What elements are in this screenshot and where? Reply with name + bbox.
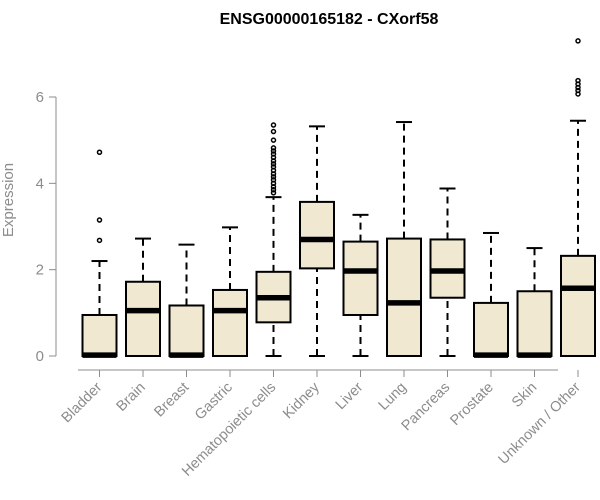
y-axis-label: Expression	[0, 163, 17, 237]
box-kidney	[299, 125, 335, 357]
outlier-point	[270, 161, 277, 167]
box-brain	[125, 237, 161, 357]
outlier-point	[270, 164, 277, 170]
x-tick-label: Gastric	[192, 380, 236, 424]
box-iqr	[125, 280, 161, 357]
x-tick-label: Pancreas	[399, 380, 454, 435]
box-iqr	[168, 304, 205, 357]
box-unknown-other	[560, 38, 596, 357]
box-hematopoietic-cells	[255, 122, 292, 357]
y-tick-label: 0	[36, 348, 44, 365]
outlier-point	[270, 151, 277, 157]
x-tick-label: Bladder	[59, 379, 106, 426]
x-tick-label: Skin	[509, 380, 540, 411]
box-iqr	[81, 313, 118, 358]
x-tick-label: Unknown / Other	[496, 379, 584, 467]
box-bladder	[81, 149, 118, 358]
x-tick-label: Liver	[333, 379, 367, 413]
x-tick-label: Prostate	[447, 380, 496, 429]
box-iqr	[212, 288, 248, 357]
x-tick-label: Brain	[114, 380, 149, 415]
y-tick-label: 2	[36, 262, 44, 279]
box-iqr	[560, 254, 596, 357]
outlier-point	[270, 187, 277, 193]
x-tick-label: Lung	[376, 380, 410, 414]
y-ticks: 0 2 4 6	[36, 89, 56, 365]
box-gastric	[212, 226, 248, 357]
box-iqr	[299, 200, 335, 270]
outlier-point	[270, 122, 277, 128]
outlier-point	[575, 38, 581, 44]
outlier-point	[270, 177, 277, 183]
y-tick-label: 4	[36, 175, 44, 192]
outlier-point	[96, 237, 103, 244]
box-iqr	[386, 237, 422, 357]
outlier-point	[96, 149, 103, 156]
outlier-point	[575, 77, 581, 84]
x-tick-label: Kidney	[280, 379, 323, 422]
box-breast	[168, 243, 205, 358]
box-iqr	[473, 301, 509, 357]
outlier-point	[270, 137, 277, 143]
outlier-point	[270, 145, 277, 151]
outlier-point	[270, 174, 277, 180]
box-prostate	[473, 231, 509, 358]
chart-title: ENSG00000165182 - CXorf58	[220, 11, 439, 28]
outlier-point	[270, 148, 277, 154]
box-pancreas	[429, 187, 466, 357]
box-lung	[386, 121, 422, 357]
boxes-group	[81, 38, 596, 358]
outlier-point	[270, 190, 277, 196]
box-iqr	[342, 240, 379, 316]
box-iqr	[516, 290, 553, 357]
outlier-point	[575, 87, 581, 94]
outlier-point	[270, 128, 277, 135]
box-liver	[342, 213, 379, 357]
x-tick-label: Breast	[151, 380, 192, 421]
box-skin	[516, 247, 553, 358]
y-tick-label: 6	[36, 89, 44, 106]
outlier-point	[96, 217, 103, 223]
